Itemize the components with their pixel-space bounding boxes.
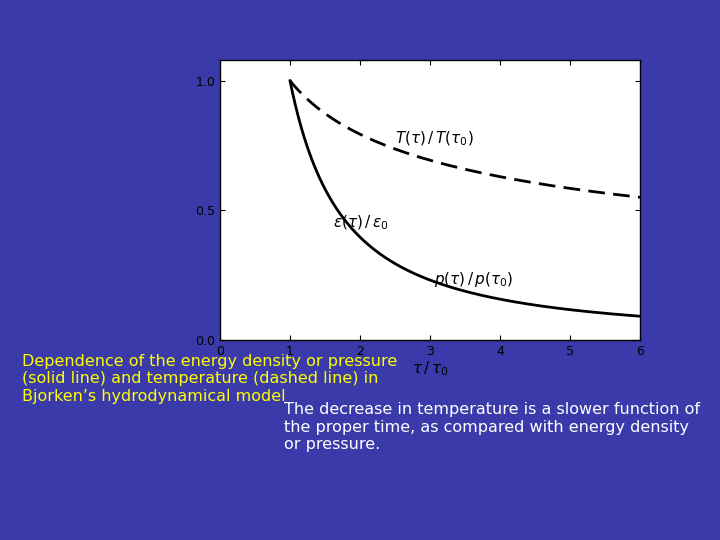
X-axis label: $\tau\,/\,\tau_0$: $\tau\,/\,\tau_0$ — [412, 359, 449, 378]
Text: $p(\tau)\,/\,p(\tau_0)$: $p(\tau)\,/\,p(\tau_0)$ — [433, 270, 513, 289]
Text: $T(\tau)\,/\,T(\tau_0)$: $T(\tau)\,/\,T(\tau_0)$ — [395, 129, 474, 147]
Text: The decrease in temperature is a slower function of
the proper time, as compared: The decrease in temperature is a slower … — [284, 402, 701, 452]
Text: Dependence of the energy density or pressure
(solid line) and temperature (dashe: Dependence of the energy density or pres… — [22, 354, 397, 403]
Text: $\varepsilon(\tau)\,/\,\varepsilon_0$: $\varepsilon(\tau)\,/\,\varepsilon_0$ — [333, 213, 390, 232]
